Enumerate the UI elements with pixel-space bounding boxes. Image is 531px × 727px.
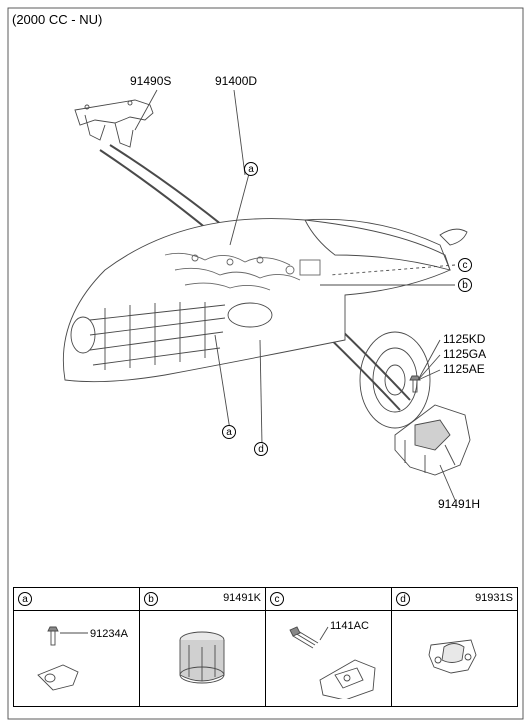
label-91400D: 91400D (215, 74, 257, 88)
cell-letter-b: b (144, 592, 158, 606)
cell-b-svg (144, 615, 259, 699)
marker-c: c (458, 258, 472, 272)
marker-b: b (458, 278, 472, 292)
cell-part-b: 91491K (223, 592, 261, 604)
cell-part-c-inline: 1141AC (330, 620, 369, 632)
cell-c-svg: 1141AC (270, 615, 385, 699)
marker-a-bottom: a (222, 425, 236, 439)
cell-d-svg (396, 615, 511, 699)
label-91491H: 91491H (438, 497, 480, 511)
cell-part-a-inline: 91234A (90, 628, 129, 640)
label-1125AE: 1125AE (443, 362, 485, 376)
label-1125GA: 1125GA (443, 347, 486, 361)
label-91490S: 91490S (130, 74, 171, 88)
parts-table: a b 91491K c d 91931S (13, 587, 518, 707)
cell-letter-d: d (396, 592, 410, 606)
marker-d: d (254, 442, 268, 456)
cell-part-d: 91931S (475, 592, 513, 604)
cell-a-svg: 91234A (18, 615, 133, 699)
cell-letter-c: c (270, 592, 284, 606)
label-1125KD: 1125KD (443, 332, 485, 346)
header-text: (2000 CC - NU) (12, 12, 102, 27)
cell-letter-a: a (18, 592, 32, 606)
marker-a-top: a (244, 162, 258, 176)
